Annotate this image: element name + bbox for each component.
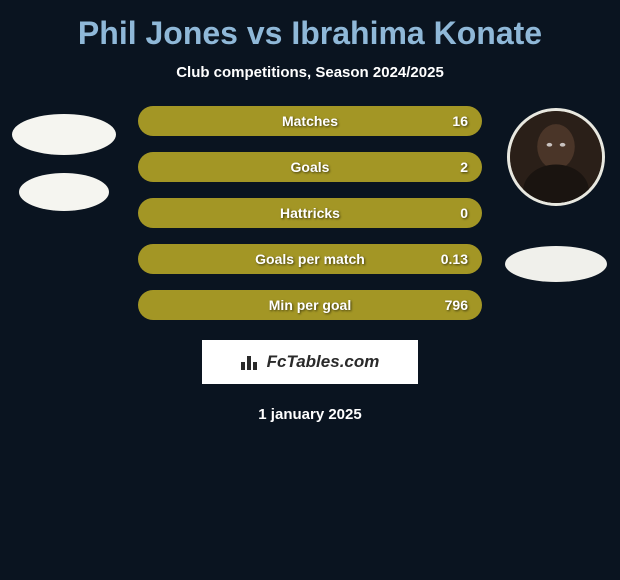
stat-bar-min-per-goal: Min per goal 796 — [138, 290, 482, 320]
stat-bar-matches: Matches 16 — [138, 106, 482, 136]
logo-label: FcTables.com — [267, 352, 380, 372]
stat-value: 16 — [452, 113, 468, 129]
player-left-badge — [19, 173, 109, 211]
stat-label: Min per goal — [138, 297, 482, 313]
stat-value: 0.13 — [441, 251, 468, 267]
logo-box[interactable]: FcTables.com — [202, 340, 418, 384]
stat-bar-hattricks: Hattricks 0 — [138, 198, 482, 228]
player-left-avatar — [12, 114, 116, 155]
logo-text: FcTables.com — [241, 352, 380, 372]
player-right-avatar — [507, 108, 605, 206]
avatar-icon — [510, 111, 602, 203]
stat-bar-goals-per-match: Goals per match 0.13 — [138, 244, 482, 274]
stats-column: Matches 16 Goals 2 Hattricks 0 Goals per… — [120, 106, 500, 320]
stat-label: Goals — [138, 159, 482, 175]
player-right-badge — [505, 246, 607, 282]
subtitle: Club competitions, Season 2024/2025 — [0, 64, 620, 81]
stat-label: Matches — [138, 113, 482, 129]
stat-label: Goals per match — [138, 251, 482, 267]
stat-value: 0 — [460, 205, 468, 221]
stat-value: 796 — [445, 297, 468, 313]
stat-bar-goals: Goals 2 — [138, 152, 482, 182]
player-left-column — [8, 106, 120, 211]
comparison-widget: Phil Jones vs Ibrahima Konate Club compe… — [0, 0, 620, 433]
chart-icon — [241, 354, 261, 370]
page-title: Phil Jones vs Ibrahima Konate — [0, 15, 620, 52]
stat-value: 2 — [460, 159, 468, 175]
stat-label: Hattricks — [138, 205, 482, 221]
player-right-column — [500, 106, 612, 282]
main-row: Matches 16 Goals 2 Hattricks 0 Goals per… — [0, 106, 620, 320]
date-text: 1 january 2025 — [0, 406, 620, 423]
